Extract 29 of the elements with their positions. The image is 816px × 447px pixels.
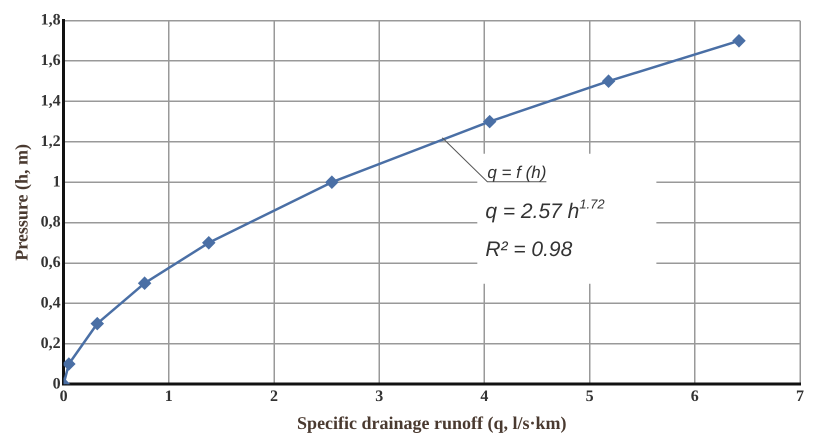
x-tick-label: 1 (164, 388, 173, 405)
y-tick-label: 1,8 (40, 12, 61, 29)
point (483, 115, 496, 128)
x-axis-title: Specific drainage runoff (q, l/s·km) (297, 412, 567, 433)
point (732, 34, 746, 48)
y-tick-label: 1,6 (40, 52, 61, 70)
y-tick-label: 1,4 (40, 92, 61, 110)
x-tick-label: 4 (480, 388, 488, 405)
annotation: q = f (h) (487, 162, 546, 182)
y-tick-label: 0 (52, 375, 61, 392)
x-tick-label: 7 (796, 388, 804, 405)
y-tick-label: 0,2 (40, 334, 61, 352)
x-tick-label: 3 (375, 388, 384, 405)
y-tick-label: 0,8 (40, 214, 61, 231)
y-tick-label: 1 (52, 173, 61, 190)
x-tick-label: 5 (586, 388, 594, 405)
annotation: R² = 0.98 (485, 238, 573, 261)
x-tick-label: 6 (690, 388, 699, 405)
y-tick-label: 0,4 (40, 294, 61, 312)
point (91, 317, 104, 330)
y-tick-label: 1,2 (40, 132, 61, 150)
x-tick-label: 2 (270, 388, 278, 405)
point (138, 276, 151, 290)
point (64, 358, 76, 370)
point (602, 74, 615, 88)
point (202, 236, 216, 250)
point (326, 176, 338, 188)
y-tick-label: 0,6 (40, 254, 61, 272)
y-axis-title: Pressure (h, m) (11, 144, 32, 261)
